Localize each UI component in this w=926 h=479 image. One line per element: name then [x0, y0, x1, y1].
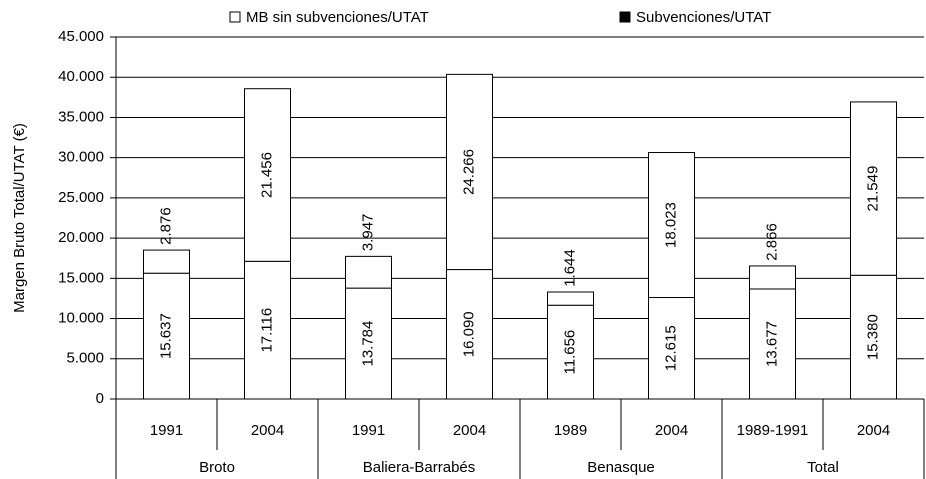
group-label: Broto	[199, 459, 235, 476]
value-label: 21.549	[864, 166, 881, 212]
bar-segment	[547, 304, 594, 400]
y-tick-label: 25.000	[58, 189, 104, 206]
bar-segment	[648, 152, 695, 299]
x-tick-label: 2004	[655, 422, 688, 439]
value-label: 2.866	[763, 223, 780, 261]
y-tick-label: 0	[96, 390, 104, 407]
x-tick-label: 1991	[150, 422, 183, 439]
bar-segment	[143, 272, 190, 400]
value-label: 17.116	[258, 308, 275, 353]
group-label: Total	[807, 459, 839, 476]
x-tick-label: 2004	[251, 422, 284, 439]
y-tick-label: 5.000	[66, 350, 104, 367]
y-tick-label: 30.000	[58, 149, 104, 166]
y-tick-label: 40.000	[58, 68, 104, 85]
bar-segment	[143, 249, 190, 274]
value-label: 16.090	[460, 311, 477, 357]
x-tick-label: 1991	[352, 422, 385, 439]
legend-label: Subvenciones/UTAT	[636, 9, 771, 26]
value-label: 15.380	[864, 314, 881, 360]
group-label: Baliera-Barrabés	[363, 459, 476, 476]
y-tick-label: 35.000	[58, 108, 104, 125]
bar-segment	[850, 101, 897, 276]
value-label: 1.644	[561, 249, 578, 287]
x-tick-label: 2004	[453, 422, 486, 439]
bar-segment	[850, 274, 897, 400]
value-label: 18.023	[662, 202, 679, 248]
bar-segment	[446, 73, 493, 271]
legend-marker	[619, 11, 631, 23]
bar-segment	[345, 255, 392, 289]
bar-segment	[446, 269, 493, 400]
y-tick-label: 15.000	[58, 269, 104, 286]
value-label: 13.677	[763, 321, 780, 367]
x-tick-label: 2004	[857, 422, 890, 439]
bar-segment	[749, 265, 796, 290]
bar-segment	[244, 260, 291, 400]
value-label: 15.637	[157, 313, 174, 359]
value-label: 21.456	[258, 152, 275, 198]
value-label: 12.615	[662, 325, 679, 371]
bar-segment	[244, 88, 291, 262]
x-tick-label: 1989	[554, 422, 587, 439]
y-tick-label: 20.000	[58, 229, 104, 246]
value-label: 3.947	[359, 214, 376, 252]
value-label: 13.784	[359, 321, 376, 367]
group-label: Benasque	[587, 459, 655, 476]
x-tick-label: 1989-1991	[737, 422, 809, 439]
legend-label: MB sin subvenciones/UTAT	[246, 9, 429, 26]
bar-segment	[749, 288, 796, 400]
y-tick-label: 10.000	[58, 310, 104, 327]
y-tick-label: 45.000	[58, 28, 104, 45]
legend-marker	[229, 11, 241, 23]
value-label: 24.266	[460, 149, 477, 195]
value-label: 2.876	[157, 207, 174, 245]
y-axis-title: Margen Bruto Total/UTAT (€)	[11, 123, 28, 313]
value-label: 11.656	[561, 330, 578, 375]
bar-segment	[547, 291, 594, 306]
